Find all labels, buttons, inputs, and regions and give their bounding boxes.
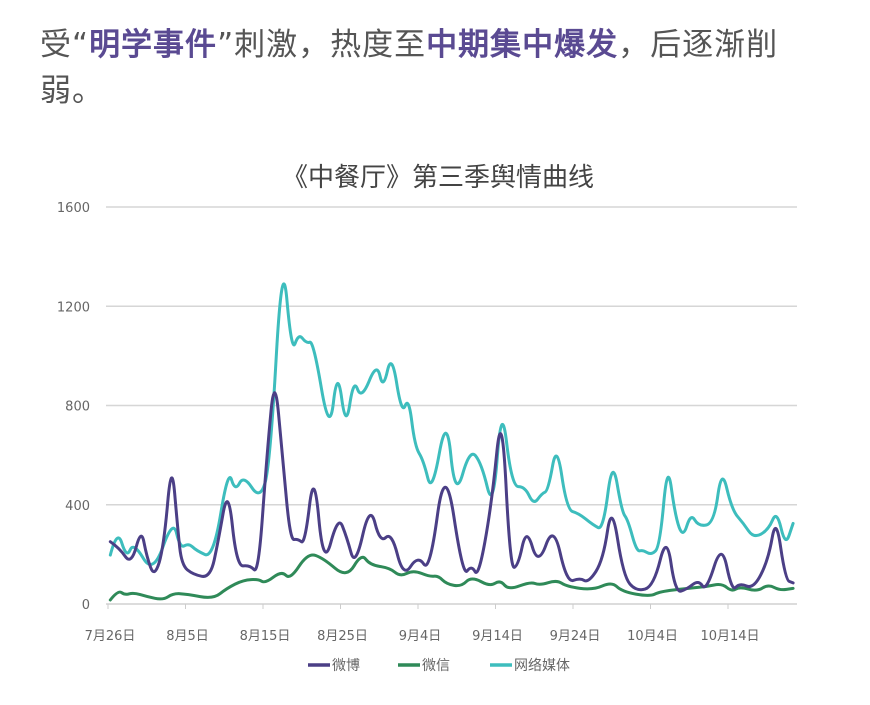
headline-highlight-event: 明学事件: [89, 27, 218, 63]
x-tick-label: 10月14日: [700, 629, 759, 644]
x-tick-label: 7月26日: [85, 629, 136, 644]
series-line-2: [108, 282, 795, 566]
legend-label: 微信: [422, 658, 450, 674]
headline-text: 刺激，热度至: [234, 27, 427, 63]
quote-close: ”: [217, 27, 235, 63]
y-tick-label: 1600: [57, 201, 90, 216]
x-tick-label: 9月14日: [472, 629, 523, 644]
series-line-0: [108, 391, 795, 593]
x-tick-label: 9月24日: [550, 629, 601, 644]
headline: 受“明学事件”刺激，热度至中期集中爆发，后逐渐削弱。: [40, 22, 840, 114]
legend-label: 网络媒体: [514, 658, 570, 674]
y-tick-label: 800: [65, 400, 90, 415]
y-tick-label: 0: [82, 598, 90, 613]
x-tick-label: 8月5日: [166, 629, 209, 644]
quote-open: “: [72, 27, 90, 63]
x-tick-label: 9月4日: [399, 629, 442, 644]
x-tick-label: 8月15日: [240, 629, 291, 644]
y-tick-label: 1200: [57, 300, 90, 315]
x-tick-label: 8月25日: [317, 629, 368, 644]
headline-text: 受: [40, 27, 72, 63]
legend-label: 微博: [332, 657, 360, 674]
headline-text: ，后逐渐削弱。: [40, 27, 779, 109]
headline-highlight-peak: 中期集中爆发: [426, 27, 619, 63]
x-tick-label: 10月4日: [627, 629, 678, 644]
chart-title: 《中餐厅》第三季舆情曲线: [282, 163, 594, 193]
y-tick-label: 400: [65, 499, 90, 514]
